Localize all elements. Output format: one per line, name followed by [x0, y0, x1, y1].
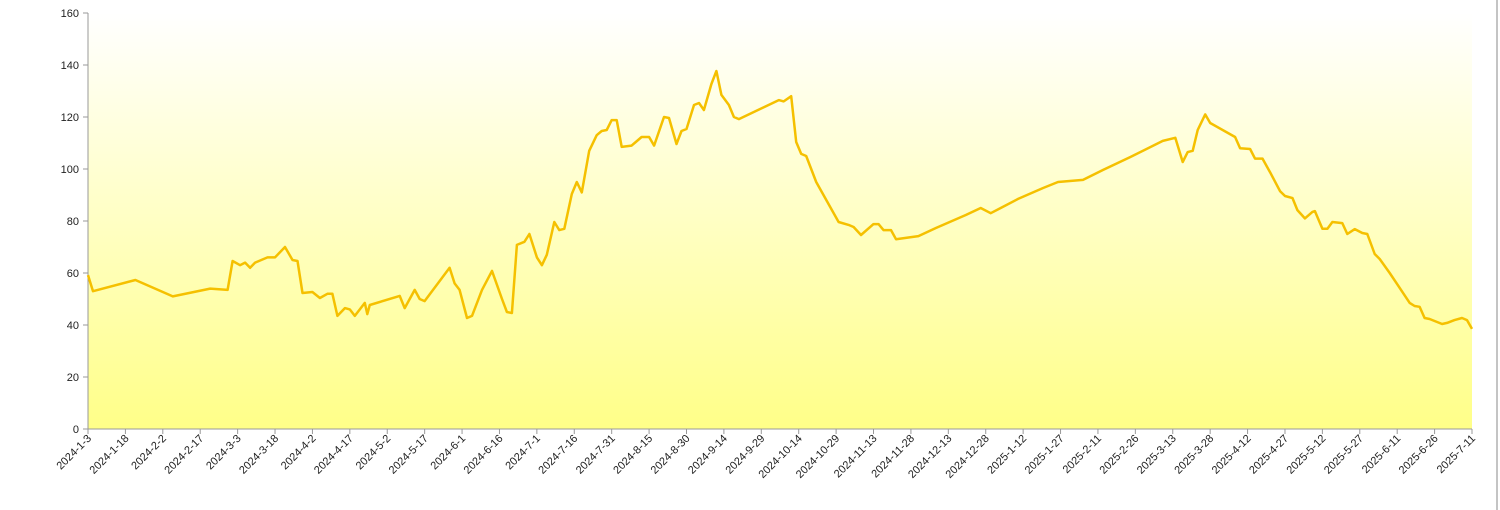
y-tick-label: 40 [67, 320, 79, 332]
y-tick-label: 80 [67, 216, 79, 228]
x-tick-label: 2024-4-17 [312, 433, 356, 477]
y-tick-label: 100 [61, 164, 79, 176]
y-tick-label: 60 [67, 268, 79, 280]
x-tick-label: 2024-6-16 [462, 433, 506, 477]
y-tick-label: 140 [61, 60, 79, 72]
x-tick-label: 2024-2-17 [162, 433, 206, 477]
x-tick-label: 2025-4-12 [1210, 433, 1254, 477]
x-tick-label: 2024-7-16 [536, 433, 580, 477]
x-tick-label: 2024-8-30 [649, 433, 693, 477]
y-tick-label: 20 [67, 372, 79, 384]
x-tick-label: 2025-1-12 [985, 433, 1029, 477]
x-tick-label: 2025-3-28 [1172, 433, 1216, 477]
x-tick-label: 2025-6-26 [1397, 433, 1441, 477]
x-tick-label: 2025-4-27 [1247, 433, 1291, 477]
x-tick-label: 2024-8-15 [611, 433, 655, 477]
y-tick-label: 0 [73, 424, 79, 436]
plot-area [88, 13, 1472, 429]
x-tick-label: 2025-3-13 [1135, 433, 1179, 477]
y-tick-label: 120 [61, 112, 79, 124]
x-tick-label: 2024-1-18 [88, 433, 132, 477]
x-tick-label: 2024-7-31 [574, 433, 618, 477]
x-tick-label: 2024-5-17 [387, 433, 431, 477]
x-tick-label: 2025-1-27 [1023, 433, 1067, 477]
x-tick-label: 2025-7-11 [1435, 433, 1478, 476]
x-tick-label: 2025-5-12 [1285, 433, 1329, 477]
x-tick-label: 2025-5-27 [1322, 433, 1366, 477]
x-tick-label: 2024-3-18 [237, 433, 281, 477]
x-tick-label: 2025-2-26 [1098, 433, 1142, 477]
x-tick-label: 2024-9-14 [686, 433, 730, 477]
series-line [86, 69, 1474, 330]
y-tick-label: 160 [61, 8, 79, 20]
